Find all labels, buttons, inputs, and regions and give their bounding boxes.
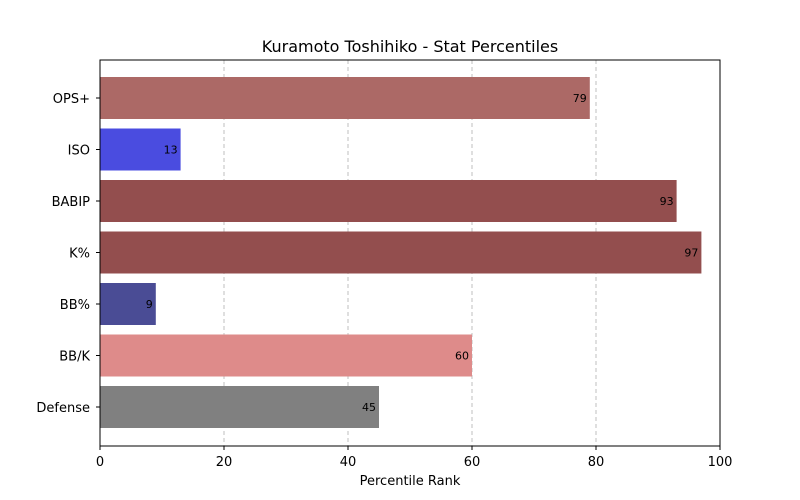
y-tick-label: BB%: [60, 298, 90, 313]
bar: [100, 128, 181, 171]
x-tick-label: 100: [708, 455, 733, 470]
x-tick-label: 60: [464, 455, 481, 470]
data-label: 79: [573, 92, 587, 105]
data-labels: 79 13 93 97 9 60 45: [146, 92, 699, 414]
bar: [100, 334, 472, 377]
bar: [100, 386, 379, 428]
x-axis: 0 20 40 60 80 100: [96, 446, 733, 470]
data-label: 93: [660, 195, 674, 208]
data-label: 60: [455, 350, 469, 363]
y-tick-label: OPS+: [53, 92, 90, 107]
x-tick-label: 80: [588, 455, 605, 470]
y-tick-label: K%: [69, 247, 90, 262]
chart-title: Kuramoto Toshihiko - Stat Percentiles: [262, 37, 558, 56]
data-label: 9: [146, 298, 153, 311]
bar: [100, 283, 156, 325]
data-label: 97: [684, 247, 698, 260]
y-tick-label: Defense: [36, 401, 90, 416]
x-tick-label: 20: [216, 455, 233, 470]
bar: [100, 77, 590, 119]
bar: [100, 180, 677, 222]
data-label: 45: [362, 401, 376, 414]
x-tick-label: 0: [96, 455, 104, 470]
y-tick-label: BB/K: [59, 350, 90, 365]
bar: [100, 231, 702, 274]
y-tick-label: BABIP: [52, 195, 91, 210]
y-axis: OPS+ ISO BABIP K% BB% BB/K Defense: [36, 92, 100, 416]
bars: [100, 77, 702, 428]
data-label: 13: [164, 144, 178, 157]
x-axis-label: Percentile Rank: [360, 474, 461, 489]
y-tick-label: ISO: [68, 144, 90, 159]
x-tick-label: 40: [340, 455, 357, 470]
